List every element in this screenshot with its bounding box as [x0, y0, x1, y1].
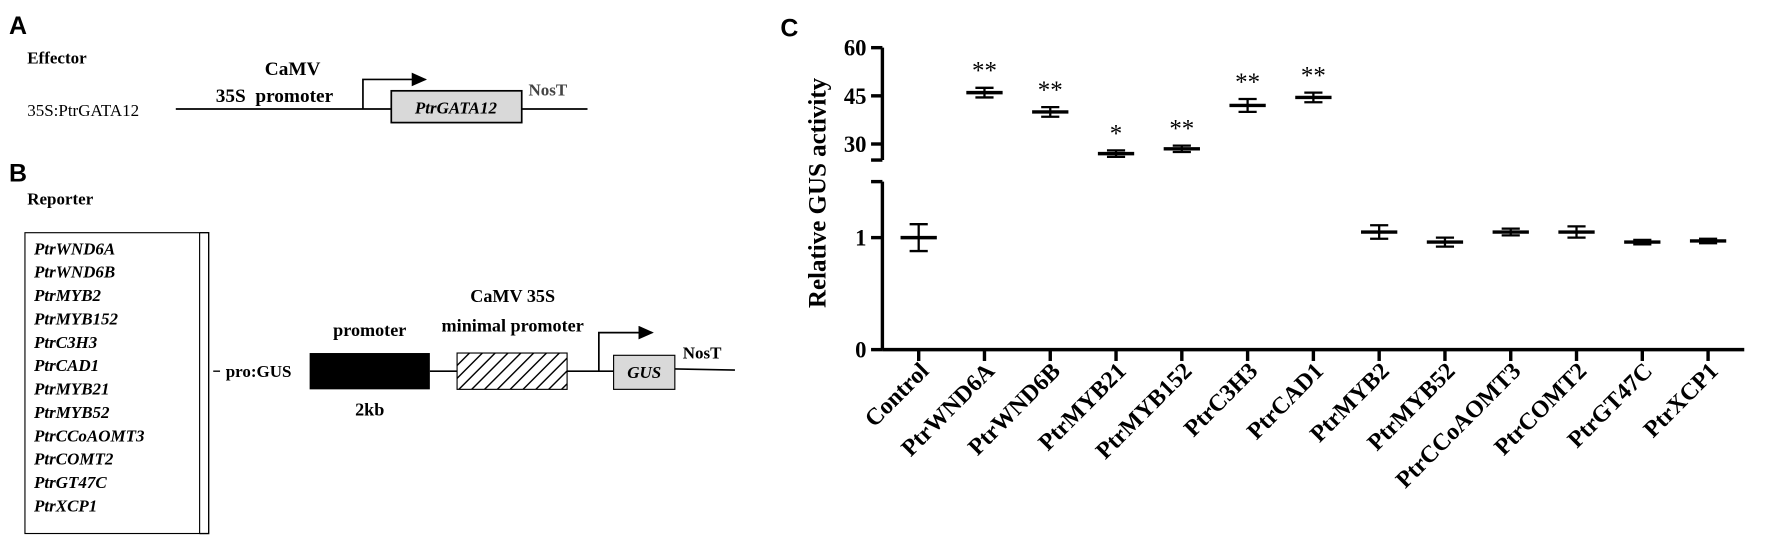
y-tick-label: 1: [855, 226, 866, 251]
reporter-label: GUS: [627, 363, 661, 382]
promoter-label: promoter: [333, 320, 406, 340]
gene-name: PtrC3H3: [33, 333, 98, 352]
promoter-length: 2kb: [355, 399, 384, 419]
significance-label: **: [1301, 63, 1326, 90]
panel-title: Effector: [27, 49, 87, 68]
gene-box: [390, 89, 523, 124]
panel-label: A: [9, 12, 27, 40]
panel-b: B Reporter pro:GUS promoter 2kb CaMV 35S…: [9, 160, 735, 535]
minimal-promoter-label: minimal promoter: [442, 315, 584, 335]
construct-label: 35S:PtrGATA12: [27, 101, 139, 120]
panel-label: C: [780, 14, 798, 42]
significance-label: **: [1235, 69, 1260, 96]
tss-arrow: [597, 325, 654, 372]
gene-name: PtrMYB2: [33, 286, 102, 305]
tss-arrow: [362, 72, 428, 109]
gene-name: PtrGT47C: [33, 473, 107, 492]
terminator-label: NosT: [683, 344, 722, 363]
gene-name: PtrCCoAOMT3: [33, 426, 145, 445]
minimal-promoter-label: CaMV 35S: [470, 286, 555, 306]
significance-label: *: [1110, 120, 1122, 147]
gene-name: PtrXCP1: [33, 496, 97, 515]
gene-list-box: [24, 232, 201, 535]
gene-name: PtrWND6B: [33, 263, 115, 282]
panel-c: C Relative GUS activity 01304560ControlP…: [780, 14, 1745, 494]
promoter-box: [309, 353, 430, 390]
y-tick-label: 60: [844, 36, 867, 61]
y-tick-label: 45: [844, 84, 867, 109]
gene-name: PtrMYB52: [33, 403, 110, 422]
panel-label: B: [9, 160, 27, 188]
y-tick-label: 30: [844, 132, 867, 157]
gene-name: PtrWND6A: [33, 239, 115, 258]
terminator-label: NosT: [529, 80, 568, 99]
gene-label: PtrGATA12: [414, 99, 498, 118]
dna-line: [674, 368, 735, 371]
significance-label: **: [1038, 77, 1063, 104]
construct-label: pro:GUS: [226, 362, 292, 381]
gene-name: PtrMYB152: [33, 309, 119, 328]
gene-name: PtrCOMT2: [33, 450, 114, 469]
promoter-label: CaMV: [265, 59, 321, 80]
significance-label: **: [972, 58, 997, 85]
y-tick-label: 0: [855, 338, 866, 363]
minimal-promoter-box: [456, 352, 568, 390]
reporter-box: [613, 354, 676, 390]
bracket: [199, 232, 210, 535]
significance-label: **: [1169, 116, 1194, 143]
promoter-label: 35S promoter: [216, 86, 334, 107]
gene-name: PtrCAD1: [33, 356, 99, 375]
y-axis-label: Relative GUS activity: [805, 77, 832, 308]
panel-a: A Effector 35S:PtrGATA12 CaMV 35S promot…: [9, 12, 588, 124]
gene-name: PtrMYB21: [33, 380, 110, 399]
panel-title: Reporter: [27, 189, 94, 208]
